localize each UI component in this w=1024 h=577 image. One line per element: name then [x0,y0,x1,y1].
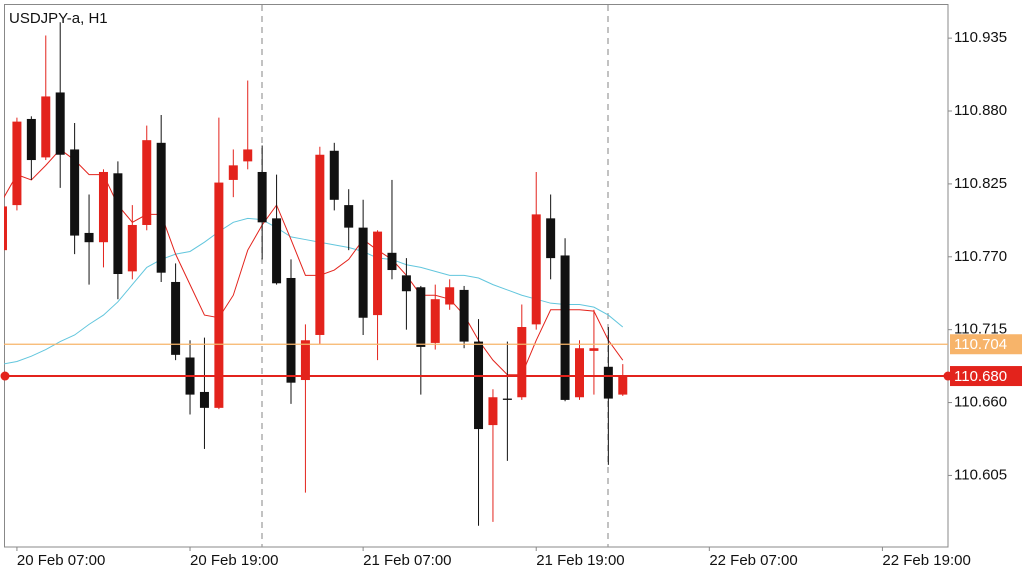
chart-title: USDJPY-a, H1 [9,10,108,27]
y-tick-label: 110.660 [954,394,1007,411]
candle-body [488,397,498,426]
y-tick-label: 110.605 [954,466,1007,483]
candle-body [589,348,599,351]
price-line-dot [0,371,10,381]
candle-body [373,231,383,316]
candle-body [4,206,7,251]
candle-body [98,171,108,243]
candle-body [344,205,354,228]
candle-body [300,340,310,381]
x-tick-label: 22 Feb 07:00 [709,552,797,569]
moving-average [4,217,624,365]
candle-body [113,173,123,275]
candle-body [560,255,570,400]
candle-body [84,232,94,243]
candle-body [41,96,51,158]
x-tick-label: 21 Feb 07:00 [363,552,451,569]
moving-average [4,148,624,376]
candle-body [70,149,80,236]
price-label: 110.704 [954,336,1007,353]
candle-body [243,149,253,162]
candle-body [517,327,527,398]
candle-body [55,92,65,155]
candle-body [575,348,584,398]
candle-body [228,165,238,180]
candle-body [618,376,628,395]
x-tick-label: 22 Feb 19:00 [882,552,970,569]
price-label: 110.680 [954,368,1007,385]
candle-body [546,218,556,259]
candle-body [156,142,166,273]
price-label-box [950,366,1022,387]
candle-body [214,182,224,408]
y-tick-label: 110.770 [954,248,1007,265]
candle-body [171,281,181,355]
candle-body [127,224,137,272]
candle-body [416,287,426,347]
candle-body [272,218,282,284]
candle-body [142,140,152,225]
x-tick-label: 20 Feb 19:00 [190,552,278,569]
x-tick-label: 20 Feb 07:00 [17,552,105,569]
candle-body [603,366,613,399]
candle-body [286,277,296,383]
x-tick-label: 21 Feb 19:00 [536,552,624,569]
candle-body [445,287,455,305]
candle-body [387,252,397,271]
candle-body [329,150,339,200]
candle-body [358,227,368,318]
plot-area [4,22,628,526]
candle-body [257,171,267,223]
y-tick-label: 110.880 [954,102,1007,119]
candle-body [401,275,411,292]
y-tick-label: 110.935 [954,29,1007,46]
candle-body [199,391,209,408]
candle-body [459,289,469,342]
candle-body [474,341,484,430]
candle-body [430,299,440,343]
candle-body [531,214,541,325]
candle-body [315,154,325,335]
candle-body [12,121,22,206]
price-label-box [950,334,1022,355]
plot-frame [4,4,949,548]
y-tick-label: 110.715 [954,321,1007,338]
y-tick-label: 110.825 [954,175,1007,192]
candle-body [502,398,512,400]
candle-body [26,118,36,161]
